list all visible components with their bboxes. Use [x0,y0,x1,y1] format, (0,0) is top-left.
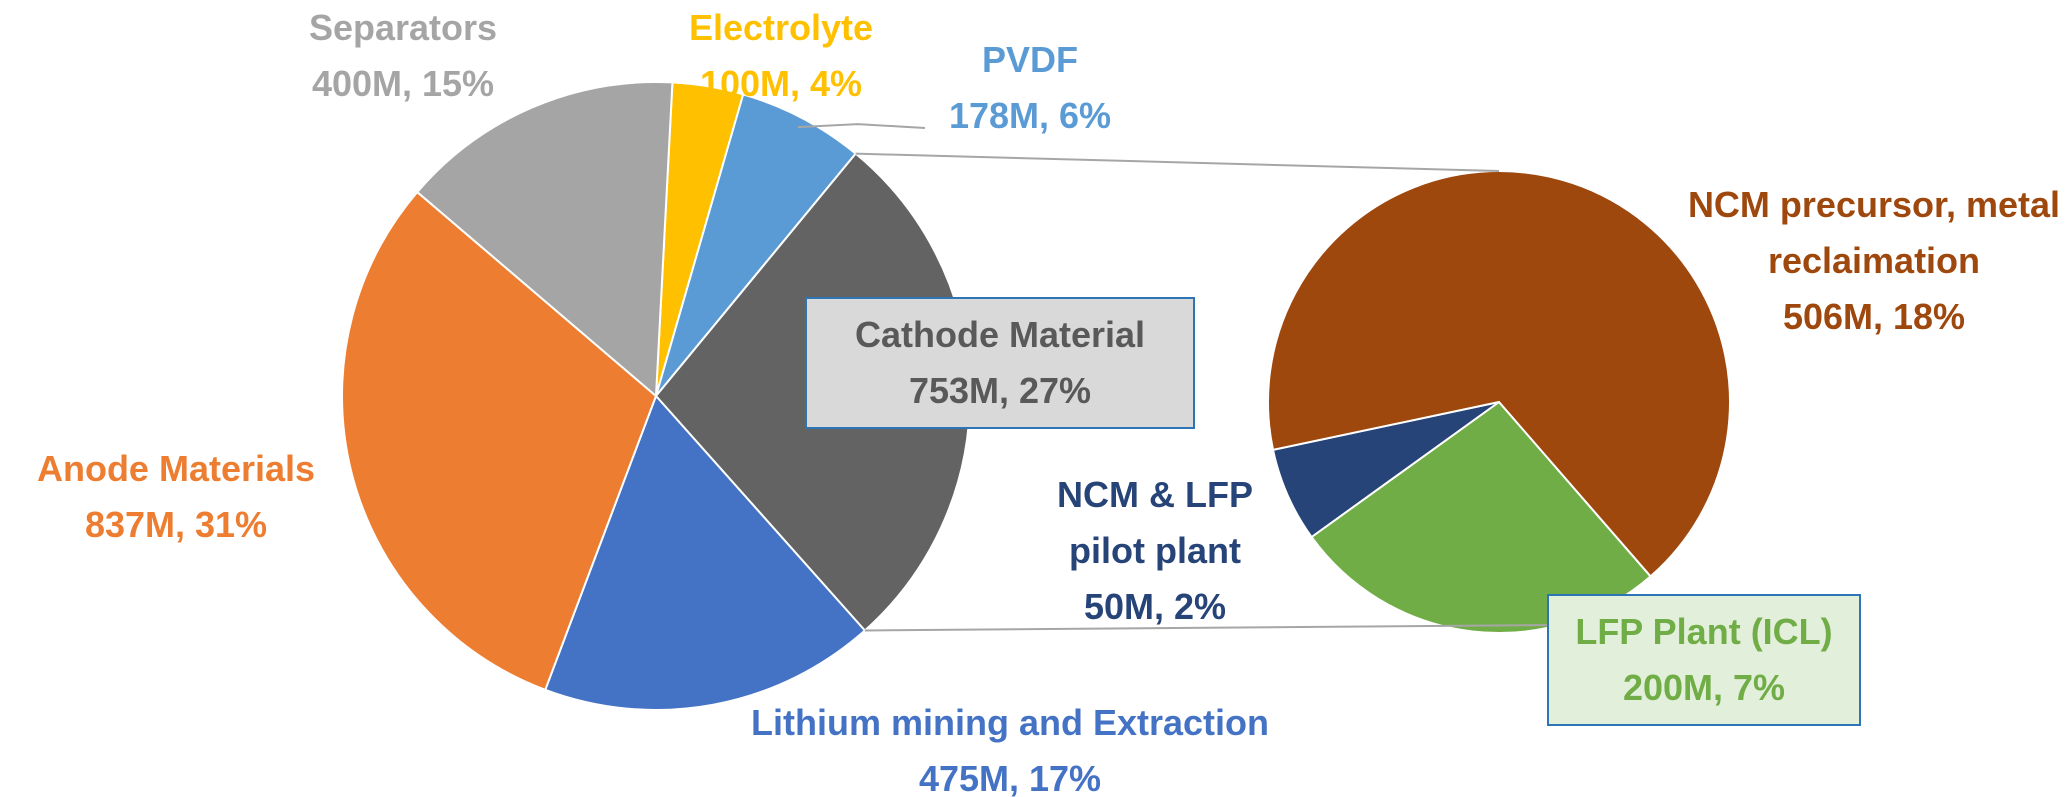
category-name: Electrolyte [688,7,874,48]
category-name: Lithium mining and Extraction [750,702,1270,743]
value-label: 400M, 15% [311,63,495,104]
pie-slice [1267,170,1731,578]
value-label: 100M, 4% [699,63,863,104]
slice-label: PVDF 178M, 6% [949,32,1111,144]
category-name: NCM & LFP pilot plant [1057,474,1253,571]
value-label: 506M, 18% [1782,296,1966,337]
value-label: 837M, 31% [84,504,268,545]
pie-slice [341,190,658,692]
category-name: Separators [308,7,498,48]
value-label: 50M, 2% [1083,586,1227,627]
pie-slice [415,81,674,399]
slice-label: Anode Materials 837M, 31% [37,441,315,553]
value-label: 475M, 17% [918,758,1102,797]
connector-line [855,152,1500,172]
value-label: 200M, 7% [1622,667,1786,708]
category-name: Cathode Material [854,314,1146,355]
category-name: PVDF [981,39,1078,80]
pie-slice [543,394,867,711]
category-name: LFP Plant (ICL) [1575,611,1833,652]
pie-slice [655,93,858,397]
value-label: 178M, 6% [948,95,1112,136]
slice-label: LFP Plant (ICL) 200M, 7% [1547,594,1861,726]
slice-label: Separators 400M, 15% [309,0,497,112]
slice-label: NCM precursor, metal reclaimation 506M, 1… [1682,177,2067,345]
category-name: NCM precursor, metal reclaimation [1687,184,2061,281]
leader-line [797,123,926,129]
slice-label: Electrolyte 100M, 4% [689,0,873,112]
category-name: Anode Materials [36,448,316,489]
slice-label: NCM & LFP pilot plant 50M, 2% [1030,467,1280,635]
slice-label: Cathode Material 753M, 27% [805,297,1195,429]
slice-label: Lithium mining and Extraction 475M, 17% [751,695,1269,797]
connector-line [864,624,1560,632]
value-label: 753M, 27% [908,370,1092,411]
